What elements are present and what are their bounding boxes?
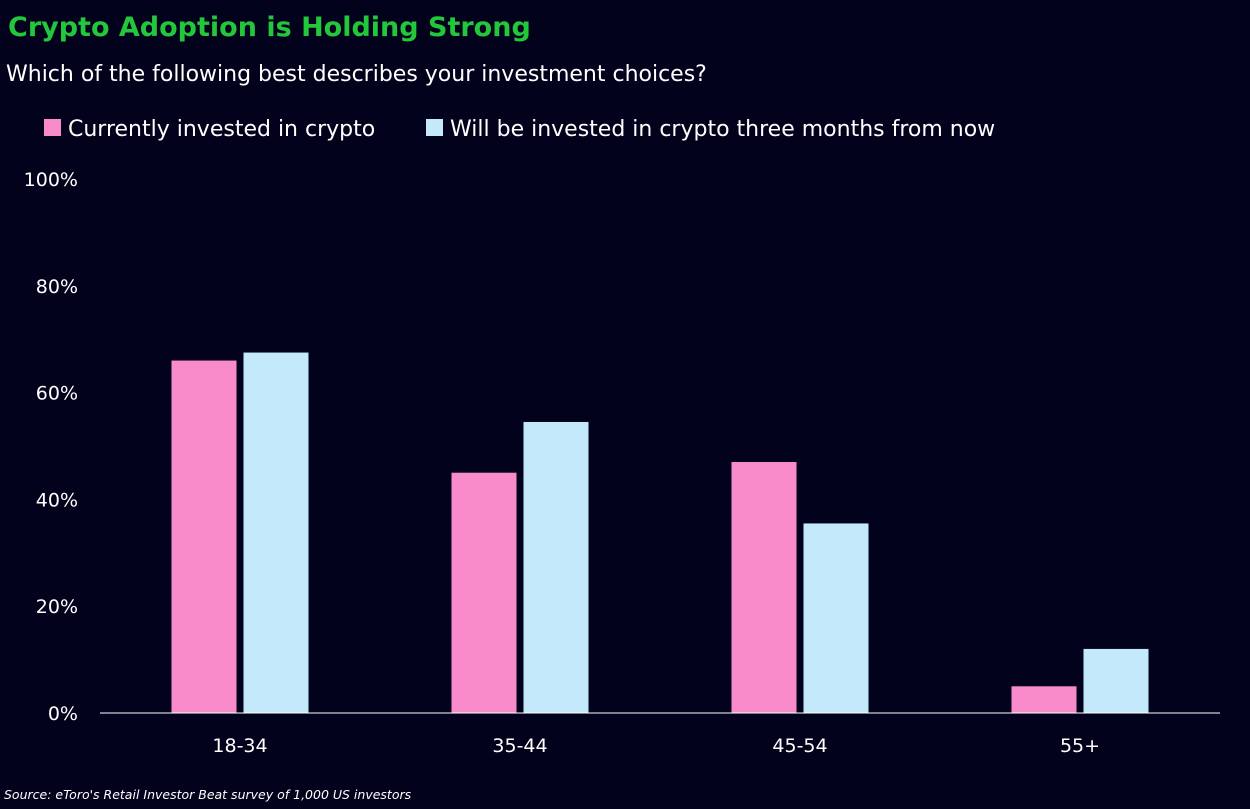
bar-current-18-34	[171, 360, 237, 713]
bar-three-months-55+	[1083, 648, 1149, 713]
bar-current-45-54	[731, 462, 797, 713]
y-tick-label: 40%	[36, 489, 78, 511]
legend-swatch-2	[426, 119, 443, 136]
bar-current-55+	[1011, 686, 1077, 713]
y-tick-label: 0%	[48, 703, 78, 725]
y-axis: 0% 20% 40% 60% 80% 100%	[24, 169, 78, 725]
bar-three-months-18-34	[243, 352, 309, 713]
bar-three-months-35-44	[523, 421, 589, 713]
legend-label-1: Currently invested in crypto	[68, 117, 375, 142]
legend-label-2: Will be invested in crypto three months …	[450, 117, 995, 142]
legend-swatch-1	[44, 119, 61, 136]
source-note: Source: eToro's Retail Investor Beat sur…	[4, 787, 412, 802]
x-tick-label: 18-34	[212, 735, 267, 757]
x-tick-label: 55+	[1060, 735, 1100, 757]
chart-subtitle: Which of the following best describes yo…	[6, 62, 707, 87]
x-tick-label: 45-54	[772, 735, 827, 757]
legend: Currently invested in crypto Will be inve…	[44, 117, 995, 142]
y-tick-label: 60%	[36, 383, 78, 405]
chart-title: Crypto Adoption is Holding Strong	[8, 12, 531, 43]
y-tick-label: 20%	[36, 596, 78, 618]
x-tick-label: 35-44	[492, 735, 547, 757]
bar-three-months-45-54	[803, 523, 869, 713]
bar-current-35-44	[451, 472, 517, 713]
y-tick-label: 100%	[24, 169, 78, 191]
bars	[171, 352, 1149, 713]
y-tick-label: 80%	[36, 276, 78, 298]
x-axis: 18-34 35-44 45-54 55+	[212, 735, 1100, 757]
